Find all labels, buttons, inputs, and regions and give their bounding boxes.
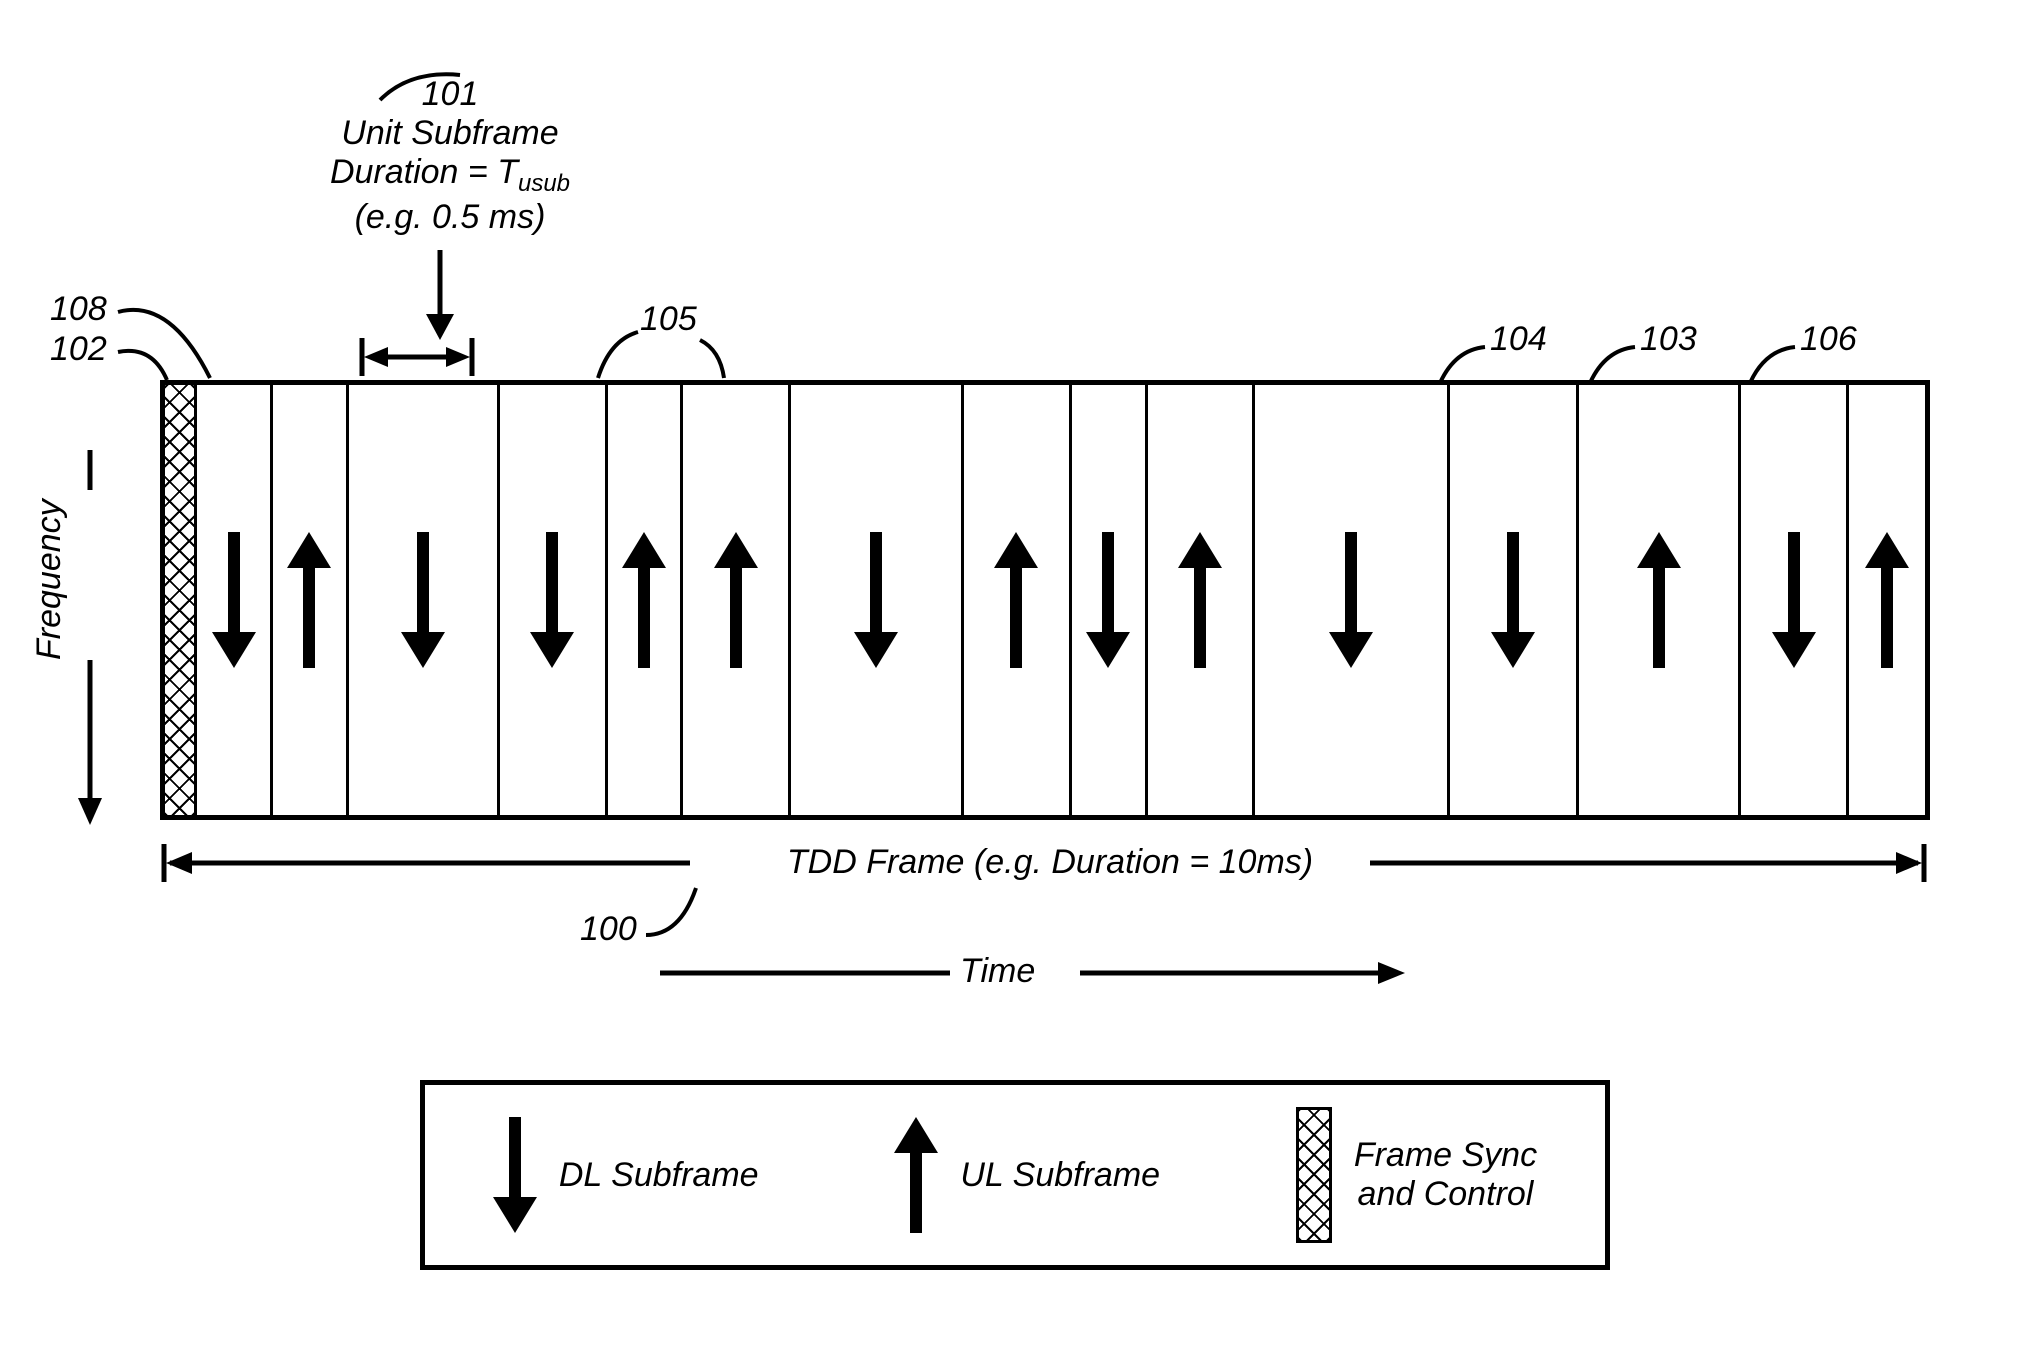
up-arrow-icon: [287, 532, 331, 668]
up-arrow-icon: [1178, 532, 1222, 668]
subframe-15-ul: [1849, 385, 1925, 815]
figure-canvas: 101 Unit Subframe Duration = Tusub (e.g.…: [0, 0, 2026, 1363]
subframe-1-dl: [197, 385, 273, 815]
down-arrow-icon: [401, 532, 445, 668]
up-arrow-icon: [894, 1117, 938, 1233]
legend-dl: DL Subframe: [493, 1117, 759, 1233]
frequency-dash-icon: [70, 440, 110, 500]
up-arrow-icon: [714, 532, 758, 668]
ref-101-line1: Unit Subframe: [250, 114, 650, 153]
subframe-3-dl: [349, 385, 500, 815]
unit-subframe-dim: [358, 334, 488, 384]
subframe-11-dl: [1255, 385, 1449, 815]
down-arrow-icon: [1329, 532, 1373, 668]
up-arrow-icon: [1865, 532, 1909, 668]
down-arrow-icon: [212, 532, 256, 668]
ref-101-num: 101: [422, 75, 479, 113]
up-arrow-icon: [1637, 532, 1681, 668]
hatch-swatch-icon: [1296, 1107, 1332, 1243]
down-arrow-icon: [1772, 532, 1816, 668]
up-arrow-icon: [622, 532, 666, 668]
subframe-13-ul: [1579, 385, 1741, 815]
time-axis-label: Time: [960, 952, 1035, 991]
legend-sync-l2: and Control: [1354, 1175, 1537, 1214]
tdd-frame-container: [160, 380, 1930, 820]
frequency-arrow-icon: [70, 660, 110, 830]
subframe-0-sync: [165, 385, 197, 815]
subframe-9-dl: [1072, 385, 1148, 815]
legend-ul: UL Subframe: [894, 1117, 1160, 1233]
ref-101-block: 101 Unit Subframe Duration = Tusub (e.g.…: [250, 75, 650, 237]
down-arrow-icon: [530, 532, 574, 668]
legend-sync: Frame Sync and Control: [1296, 1107, 1537, 1243]
subframe-12-dl: [1450, 385, 1580, 815]
tdd-frame-label: TDD Frame (e.g. Duration = 10ms): [700, 843, 1400, 882]
ref-100: 100: [580, 910, 637, 949]
subframe-6-ul: [683, 385, 791, 815]
subframe-10-ul: [1148, 385, 1256, 815]
subframe-7-dl: [791, 385, 964, 815]
subframe-5-ul: [608, 385, 684, 815]
subframe-4-dl: [500, 385, 608, 815]
down-arrow-icon: [1086, 532, 1130, 668]
ref-100-curve: [640, 880, 720, 950]
ref-101-line3: (e.g. 0.5 ms): [250, 198, 650, 237]
frequency-axis-label: Frequency: [30, 499, 69, 660]
down-arrow-icon: [493, 1117, 537, 1233]
legend-dl-label: DL Subframe: [559, 1156, 759, 1195]
subframe-8-ul: [964, 385, 1072, 815]
up-arrow-icon: [994, 532, 1038, 668]
subframe-14-dl: [1741, 385, 1849, 815]
down-arrow-icon: [854, 532, 898, 668]
down-arrow-icon: [1491, 532, 1535, 668]
legend-sync-l1: Frame Sync: [1354, 1136, 1537, 1175]
ref-108: 108: [50, 290, 107, 329]
ref-101-line2: Duration = Tusub: [250, 153, 650, 198]
legend-ul-label: UL Subframe: [960, 1156, 1160, 1195]
ref-102: 102: [50, 330, 107, 369]
legend-box: DL Subframe UL Subframe Frame Sync and C…: [420, 1080, 1610, 1270]
subframe-2-ul: [273, 385, 349, 815]
